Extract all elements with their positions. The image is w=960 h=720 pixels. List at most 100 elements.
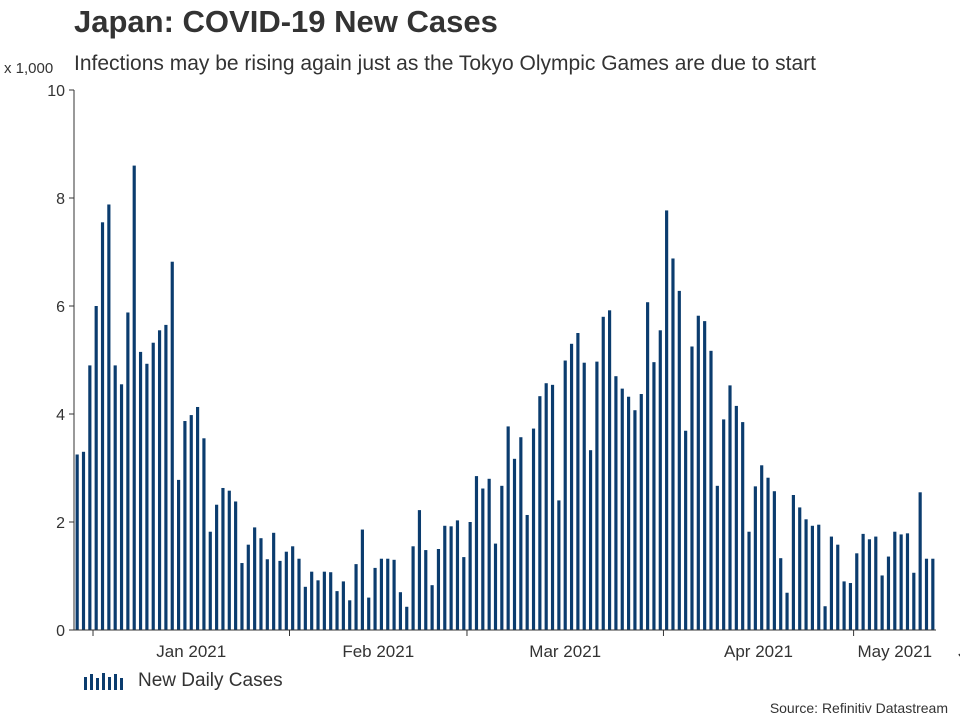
bar-day-132 <box>905 533 910 630</box>
bar-day-11 <box>138 351 143 630</box>
bar-day-112 <box>779 558 783 630</box>
bar-day-134 <box>918 492 922 630</box>
bar-day-73 <box>531 428 536 630</box>
bar-day-10 <box>132 165 136 630</box>
bar-day-31 <box>265 559 269 630</box>
bar-day-121 <box>836 544 840 630</box>
bar-day-81 <box>582 362 586 630</box>
bar-day-135 <box>924 558 929 630</box>
bar-day-83 <box>595 361 599 630</box>
legend-label: New Daily Cases <box>138 670 283 691</box>
bar-day-98 <box>690 346 694 630</box>
bar-day-77 <box>557 500 561 630</box>
bar-day-48 <box>373 567 377 630</box>
bar-day-26 <box>234 501 238 630</box>
bar-day-42 <box>335 591 339 630</box>
y-tick-label-8: 8 <box>56 191 65 208</box>
bar-day-41 <box>329 572 333 630</box>
x-tick-label-6: Jun 2021 <box>958 642 960 661</box>
bar-day-72 <box>525 514 529 630</box>
bar-day-30 <box>259 538 263 630</box>
bar-day-47 <box>367 597 371 630</box>
bar-day-123 <box>848 583 853 630</box>
bar-day-122 <box>842 581 846 630</box>
bar-day-114 <box>791 495 795 630</box>
y-tick-label-6: 6 <box>56 299 65 316</box>
bar-day-66 <box>487 478 491 630</box>
bar-day-108 <box>753 486 757 630</box>
bar-day-16 <box>170 261 174 630</box>
bar-day-5 <box>100 222 105 631</box>
bar-day-8 <box>119 384 124 630</box>
bar-day-71 <box>519 437 523 630</box>
bar-day-126 <box>867 539 872 630</box>
bar-day-6 <box>107 204 111 631</box>
bar-day-65 <box>481 488 485 630</box>
bar-day-35 <box>291 546 295 630</box>
bar-day-63 <box>468 522 472 630</box>
bar-day-50 <box>386 558 390 630</box>
bar-day-68 <box>500 485 504 630</box>
bar-day-106 <box>741 422 745 630</box>
bar-day-97 <box>684 430 688 630</box>
bar-day-37 <box>303 586 307 630</box>
bar-day-119 <box>823 606 827 630</box>
bar-day-91 <box>646 302 650 630</box>
source-note: Source: Refinitiv Datastream <box>769 700 948 716</box>
bar-day-19 <box>189 415 193 630</box>
bar-day-33 <box>278 560 282 630</box>
bar-day-100 <box>703 321 707 630</box>
bar-day-129 <box>886 556 891 630</box>
y-tick-label-0: 0 <box>56 623 65 640</box>
bar-day-49 <box>379 558 383 630</box>
bar-day-40 <box>322 571 326 630</box>
bar-day-70 <box>512 458 517 630</box>
bar-day-38 <box>310 571 314 630</box>
bar-day-76 <box>550 384 555 630</box>
bar-day-2 <box>81 451 86 630</box>
bar-day-86 <box>614 376 618 630</box>
bars-group <box>75 165 935 631</box>
bar-day-58 <box>436 549 441 630</box>
bar-day-84 <box>601 316 605 630</box>
bar-day-90 <box>639 394 643 630</box>
bar-day-62 <box>462 557 466 630</box>
bar-day-133 <box>912 572 916 630</box>
bar-day-69 <box>506 426 510 630</box>
bar-day-85 <box>608 310 612 630</box>
bar-day-127 <box>874 536 878 630</box>
bar-day-18 <box>183 421 187 630</box>
bar-day-80 <box>576 333 580 630</box>
bar-day-94 <box>665 210 669 631</box>
bar-day-14 <box>157 330 162 630</box>
bar-day-82 <box>588 450 593 630</box>
bar-day-118 <box>817 524 821 630</box>
bar-day-109 <box>760 465 764 630</box>
bar-day-128 <box>880 575 884 630</box>
chart-subtitle: Infections may be rising again just as t… <box>74 52 816 75</box>
bar-day-103 <box>722 419 726 630</box>
bar-day-120 <box>829 536 833 630</box>
bar-day-54 <box>411 546 415 630</box>
bar-day-56 <box>424 550 428 630</box>
bar-day-113 <box>785 592 789 630</box>
bar-day-21 <box>202 438 206 630</box>
x-tick-label-3: Mar 2021 <box>529 642 601 661</box>
bar-day-87 <box>620 388 624 630</box>
bar-day-130 <box>893 531 897 630</box>
bar-day-95 <box>671 258 675 630</box>
bar-day-59 <box>443 525 447 630</box>
bar-day-45 <box>354 564 358 630</box>
bar-day-36 <box>297 558 301 630</box>
bar-day-67 <box>493 543 498 630</box>
bar-day-111 <box>772 491 776 630</box>
bar-day-101 <box>709 350 713 630</box>
bar-day-89 <box>633 410 637 630</box>
axes-group: 0 2 4 6 8 10 Jan 2021 Feb 2021 Mar 2021 Apr 2021 M… <box>47 83 960 661</box>
bar-day-39 <box>316 580 320 630</box>
bar-day-78 <box>563 360 567 630</box>
bar-day-136 <box>931 558 935 630</box>
bar-day-23 <box>215 504 219 630</box>
chart-title: Japan: COVID-19 New Cases <box>74 4 498 39</box>
bar-day-24 <box>221 487 225 630</box>
